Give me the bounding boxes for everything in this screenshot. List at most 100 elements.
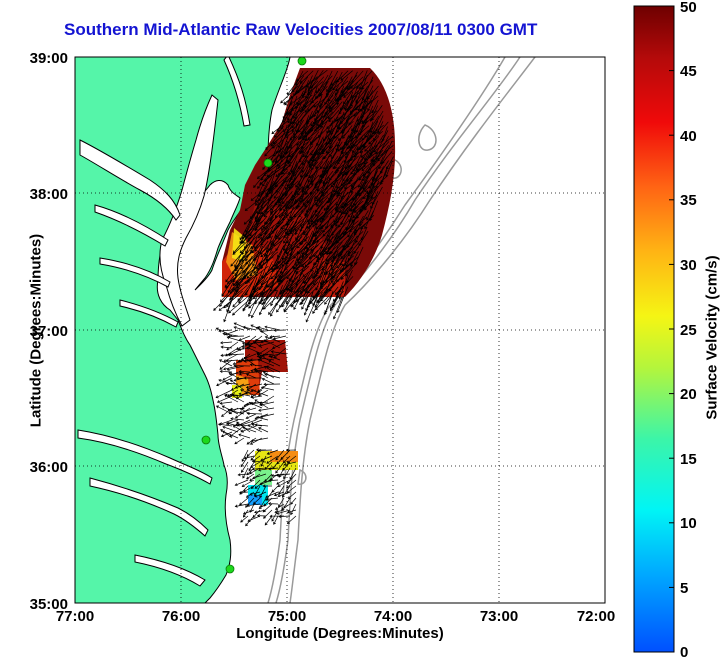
y-axis-ticks: 35:00 36:00 37:00 38:00 39:00 <box>30 50 68 613</box>
velocity-arrow <box>269 335 281 339</box>
velocity-arrow <box>249 437 263 445</box>
velocity-arrow <box>254 399 269 409</box>
station-marker <box>225 564 235 574</box>
velocity-arrow <box>238 369 251 374</box>
x-tick-label: 74:00 <box>374 608 412 625</box>
velocity-arrow <box>372 149 389 166</box>
velocity-vectors <box>213 69 394 527</box>
colorbar-tick-label: 50 <box>680 0 697 16</box>
velocity-arrow <box>250 395 263 399</box>
velocity-arrow <box>368 175 383 189</box>
velocity-arrow <box>301 155 308 173</box>
velocity-arrow <box>215 405 233 415</box>
y-tick-label: 36:00 <box>30 459 68 476</box>
velocity-arrow <box>299 285 319 305</box>
velocity-arrow <box>243 485 255 493</box>
velocity-arrow <box>248 401 263 409</box>
velocity-arrow <box>280 85 299 104</box>
velocity-arrow <box>248 290 268 309</box>
velocity-arrow <box>340 240 358 260</box>
velocity-arrow <box>287 110 298 124</box>
velocity-arrow <box>241 449 249 462</box>
velocity-arrow <box>289 467 297 480</box>
velocity-arrow <box>231 295 254 316</box>
velocity-arrow <box>219 294 229 307</box>
velocity-arrow <box>239 230 250 245</box>
velocity-arrow <box>257 326 269 331</box>
velocity-arrow <box>268 294 284 315</box>
velocity-arrow <box>258 276 269 291</box>
velocity-arrow <box>250 449 261 461</box>
velocity-arrow <box>268 467 279 471</box>
velocity-arrow <box>274 509 285 514</box>
velocity-arrow <box>275 290 289 306</box>
velocity-arrow <box>256 166 273 179</box>
velocity-arrow <box>220 345 233 349</box>
velocity-arrow <box>296 236 310 249</box>
velocity-arrow <box>228 295 249 314</box>
velocity-arrow <box>238 491 249 495</box>
velocity-arrow <box>328 109 340 123</box>
velocity-arrow <box>321 155 344 173</box>
velocity-arrow <box>297 244 319 264</box>
x-axis-label: Longitude (Degrees:Minutes) <box>236 625 444 642</box>
velocity-arrow <box>334 104 345 122</box>
velocity-arrow <box>290 295 304 307</box>
velocity-arrow <box>245 383 263 389</box>
velocity-arrow <box>245 413 257 420</box>
velocity-arrow <box>252 341 263 349</box>
velocity-arrow <box>345 261 358 277</box>
velocity-arrow <box>234 383 251 389</box>
colorbar-tick-label: 25 <box>680 322 697 339</box>
velocity-arrow <box>219 359 233 370</box>
velocity-arrow <box>273 328 287 332</box>
velocity-arrow <box>263 200 279 218</box>
velocity-arrow <box>238 433 251 439</box>
velocity-arrow <box>257 175 269 189</box>
velocity-arrow <box>335 191 343 207</box>
velocity-arrow <box>250 190 263 201</box>
velocity-arrow <box>238 392 251 397</box>
velocity-arrow <box>290 497 297 505</box>
velocity-arrow <box>246 341 263 346</box>
velocity-arrow <box>254 491 267 498</box>
velocity-arrow <box>237 347 251 352</box>
velocity-arrow <box>260 455 267 467</box>
velocity-arrow <box>264 335 281 343</box>
velocity-arrow <box>357 86 368 112</box>
velocity-arrow <box>229 379 245 391</box>
velocity-arrow <box>252 459 267 464</box>
velocity-arrow <box>253 169 269 189</box>
velocity-arrow <box>306 235 324 251</box>
land-mass <box>75 57 291 603</box>
velocity-arrow <box>221 280 233 297</box>
velocity-arrow <box>357 151 378 167</box>
velocity-arrow <box>305 296 318 323</box>
colorbar-tick-label: 10 <box>680 515 697 532</box>
velocity-arrow <box>350 200 364 212</box>
velocity-arrow <box>251 467 267 471</box>
velocity-arrow <box>282 121 294 133</box>
velocity-arrow <box>256 416 269 421</box>
velocity-arrow <box>320 105 334 128</box>
colorbar-tick-label: 35 <box>680 192 697 209</box>
velocity-arrow <box>285 280 299 291</box>
velocity-arrow <box>375 130 389 155</box>
velocity-arrow <box>282 485 291 498</box>
velocity-arrow <box>323 294 333 316</box>
velocity-arrow <box>318 190 334 203</box>
velocity-arrow <box>268 502 279 506</box>
velocity-arrow <box>336 111 345 130</box>
velocity-arrow <box>220 429 233 439</box>
velocity-arrow <box>298 125 309 141</box>
velocity-arrow <box>246 449 255 457</box>
velocity-arrow <box>247 515 261 522</box>
velocity-arrow <box>257 448 273 453</box>
velocity-arrow <box>234 437 245 445</box>
colorbar-tick-label: 20 <box>680 386 697 403</box>
velocity-arrow <box>276 479 285 485</box>
velocity-arrow <box>285 479 297 489</box>
velocity-arrow <box>255 185 268 206</box>
velocity-arrow <box>265 491 279 498</box>
velocity-arrow <box>251 295 264 319</box>
